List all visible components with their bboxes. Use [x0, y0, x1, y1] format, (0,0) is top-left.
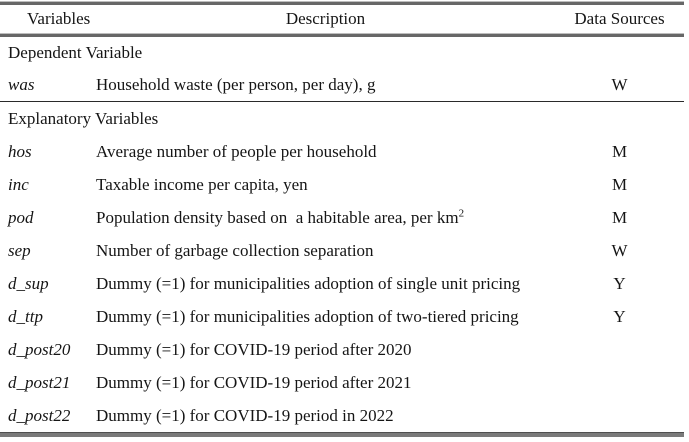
- variable-name: inc: [8, 174, 29, 194]
- data-source: M: [611, 207, 628, 227]
- bottom-rule: [0, 432, 684, 437]
- description-text: Dummy (=1) for municipalities adoption o…: [96, 306, 519, 326]
- variable-name: pod: [8, 207, 34, 227]
- variable-description: Dummy (=1) for municipalities adoption o…: [96, 307, 555, 327]
- description-text: Dummy (=1) for COVID-19 period in 2022: [96, 405, 394, 425]
- data-source: M: [611, 174, 628, 194]
- variable-description: Population density based on a habitable …: [96, 206, 555, 228]
- table-header-row: Variables Description Data Sources: [0, 5, 684, 33]
- data-source: Y: [613, 306, 626, 326]
- data-source: W: [611, 74, 628, 94]
- table-row: d_ttp Dummy (=1) for municipalities adop…: [0, 300, 684, 333]
- data-source: M: [611, 141, 628, 161]
- variable-description: Dummy (=1) for COVID-19 period after 202…: [96, 373, 555, 393]
- variable-description: Dummy (=1) for municipalities adoption o…: [96, 274, 555, 294]
- variable-name: sep: [8, 240, 31, 260]
- table-row: d_post21 Dummy (=1) for COVID-19 period …: [0, 366, 684, 399]
- section-title-explanatory: Explanatory Variables: [8, 108, 159, 128]
- description-text: Household waste (per person, per day), g: [96, 74, 376, 94]
- variable-description: Taxable income per capita, yen: [96, 175, 555, 195]
- header-separator-rule: [0, 33, 684, 37]
- section-separator-rule: [0, 101, 684, 102]
- variable-name: d_post20: [8, 339, 71, 359]
- variable-name: d_post22: [8, 405, 71, 425]
- variable-name: d_ttp: [8, 306, 43, 326]
- table-row: d_post20 Dummy (=1) for COVID-19 period …: [0, 333, 684, 366]
- variable-description: Dummy (=1) for COVID-19 period after 202…: [96, 340, 555, 360]
- section-title-dependent: Dependent Variable: [8, 42, 143, 62]
- table-row: pod Population density based on a habita…: [0, 201, 684, 234]
- data-source: Y: [613, 273, 626, 293]
- description-superscript: 2: [458, 206, 465, 219]
- table-row: sep Number of garbage collection separat…: [0, 234, 684, 267]
- table-row: d_post22 Dummy (=1) for COVID-19 period …: [0, 399, 684, 432]
- description-text: Number of garbage collection separation: [96, 240, 374, 260]
- variable-name: was: [8, 74, 35, 94]
- variable-description: Dummy (=1) for COVID-19 period in 2022: [96, 406, 555, 426]
- top-rule: [0, 1, 684, 5]
- variable-name: d_sup: [8, 273, 49, 293]
- data-source: W: [611, 240, 628, 260]
- variable-description: Average number of people per household: [96, 142, 555, 162]
- table-row: hos Average number of people per househo…: [0, 135, 684, 168]
- header-variables: Variables: [27, 9, 91, 28]
- description-text: Average number of people per household: [96, 141, 377, 161]
- description-text: Dummy (=1) for municipalities adoption o…: [96, 273, 521, 293]
- header-description: Description: [285, 9, 366, 28]
- table-row: was Household waste (per person, per day…: [0, 68, 684, 101]
- table-row: inc Taxable income per capita, yen M: [0, 168, 684, 201]
- description-text: Dummy (=1) for COVID-19 period after 202…: [96, 372, 412, 392]
- variable-description: Number of garbage collection separation: [96, 241, 555, 261]
- description-text: Dummy (=1) for COVID-19 period after 202…: [96, 339, 412, 359]
- variable-name: hos: [8, 141, 32, 161]
- header-data-sources: Data Sources: [574, 9, 665, 28]
- table-row: d_sup Dummy (=1) for municipalities adop…: [0, 267, 684, 300]
- description-text: Taxable income per capita, yen: [96, 174, 308, 194]
- variable-description: Household waste (per person, per day), g: [96, 75, 555, 95]
- variable-name: d_post21: [8, 372, 71, 392]
- description-text: Population density based on a habitable …: [96, 207, 459, 227]
